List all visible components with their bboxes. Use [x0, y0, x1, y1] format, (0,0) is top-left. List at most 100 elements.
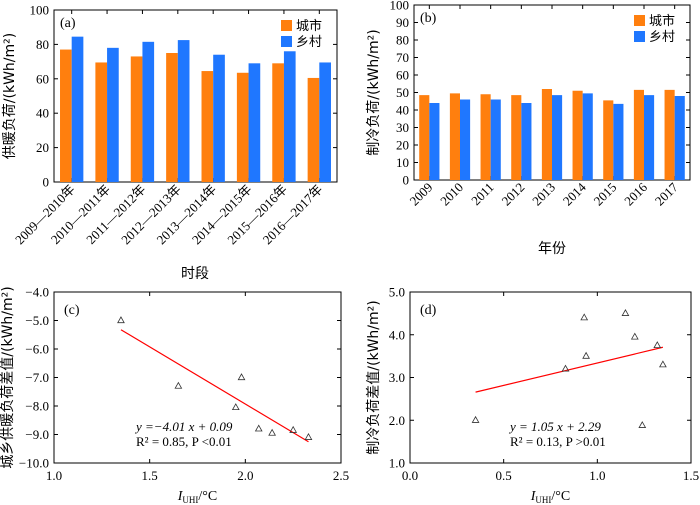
- panel-c-fit-line: [120, 329, 309, 443]
- panel-b-bar-urban: [633, 89, 644, 180]
- panel-a-legend-label: 城市: [296, 18, 322, 34]
- panel-a-legend-swatch: [281, 36, 292, 47]
- panel-a-bar-rural: [71, 36, 84, 182]
- panel-d-ytick-label: 3.0: [389, 370, 405, 385]
- panel-c-label: (c): [64, 303, 80, 318]
- panel-b-bar-rural: [674, 96, 685, 180]
- panel-b-bar-urban: [603, 100, 614, 180]
- panel-b-ytick-label: 30: [396, 120, 409, 135]
- panel-a-bar-rural: [142, 41, 155, 182]
- panel-a-bar-rural: [248, 63, 261, 182]
- panel-a-bar-rural: [107, 47, 119, 183]
- panel-b-label: (b): [420, 11, 437, 26]
- panel-d-xlabel: IUHI/°C: [530, 489, 571, 505]
- panel-a-xtick-label: 2009—2010年: [12, 182, 78, 248]
- panel-b-bar-rural: [490, 99, 501, 180]
- panel-a-bar-urban: [272, 63, 284, 182]
- panel-b-xtick-label: 2011: [468, 180, 497, 209]
- panel-b-ytick-label: 10: [396, 155, 409, 170]
- panel-b-bar-urban: [572, 90, 583, 180]
- panel-b-bar-urban: [449, 93, 460, 180]
- panel-b-xtick-label: 2012: [498, 180, 527, 209]
- panel-b-bar-urban: [419, 95, 430, 180]
- panel-b-xtick-label: 2010: [437, 180, 466, 209]
- panel-b-bar-urban: [480, 94, 491, 180]
- panel-d-data-point: [621, 309, 630, 316]
- panel-c-data-point: [268, 428, 277, 436]
- panel-a-bar-urban: [95, 62, 108, 182]
- panel-a-label: (a): [60, 16, 76, 31]
- panel-b-bar-rural: [613, 103, 624, 180]
- panel-d: 1.0 2.0 3.0 4.0 5.0 0.0 0.5 1.0 1.5 (d) y = 1.05 x…: [389, 285, 699, 505]
- panel-b-ytick-label: 60: [396, 68, 409, 83]
- panel-c-ylabel: 城乡供暖负荷差值/(kWh/m²): [0, 286, 16, 468]
- panel-b-legend-label: 城市: [649, 13, 675, 29]
- panel-d-data-point: [471, 415, 480, 423]
- panel-c-ytick-label: −7.0: [25, 370, 49, 385]
- panel-c-xtick-label: 1.5: [142, 468, 158, 483]
- panel-d-label: (d): [420, 303, 437, 318]
- panel-d-ytick-label: 4.0: [389, 327, 405, 342]
- panel-d-ytick-label: 2.0: [389, 413, 405, 428]
- panel-a-frame: [53, 9, 338, 183]
- panel-d-data-point: [580, 313, 589, 321]
- panel-b-bar-urban: [664, 89, 675, 180]
- panel-c: −10.0 −9.0 −8.0 −7.0 −6.0 −5.0 −4.0 1.0 1.5 2.0 2.…: [19, 285, 349, 505]
- panel-b-ytick-label: 80: [396, 33, 409, 48]
- panel-c-data-point: [231, 403, 240, 411]
- panel-c-data-point: [254, 424, 263, 432]
- panel-b-bar-rural: [582, 93, 593, 180]
- panel-b-xtick-label: 2014: [560, 179, 589, 208]
- panel-c-ytick-label: −10.0: [19, 456, 49, 471]
- panel-b-bar-rural: [429, 103, 440, 180]
- panel-b-xtick-label: 2013: [529, 180, 558, 209]
- panel-d-data-point: [561, 364, 570, 372]
- panel-a-bar-urban: [130, 56, 143, 182]
- panel-d-xtick-label: 1.0: [589, 468, 605, 483]
- panel-a-ylabel: 供暖负荷/(kWh/m²): [2, 33, 18, 159]
- panel-b-ytick-label: 40: [396, 103, 409, 118]
- panel-a-bar-rural: [283, 51, 296, 182]
- panel-c-stats: R² = 0.85, P <0.01: [136, 434, 232, 449]
- panel-c-data-point: [304, 433, 313, 440]
- panel-a-ytick-label: 100: [30, 3, 50, 18]
- panel-c-equation: y =−4.01 x + 0.09: [134, 419, 233, 434]
- panel-d-data-point: [582, 351, 590, 359]
- panel-c-data-point: [174, 381, 183, 389]
- panel-c-xtick-label: 2.5: [333, 468, 349, 483]
- panel-a-bar-rural: [319, 62, 331, 182]
- panel-a-bar-urban: [307, 77, 320, 182]
- panel-d-data-point: [659, 360, 667, 368]
- panel-b-bar-rural: [460, 99, 471, 180]
- panel-c-data-point: [237, 373, 246, 381]
- panel-b-xtick-label: 2015: [590, 180, 619, 209]
- panel-c-xtick-label: 1.0: [46, 468, 62, 483]
- panel-c-ytick-label: −5.0: [25, 313, 49, 328]
- panel-b-ylabel: 制冷负荷/(kWh/m²): [366, 29, 382, 155]
- panel-b-ytick-label: 0: [403, 173, 410, 188]
- panel-d-data-point: [630, 332, 639, 340]
- panel-c-ytick-label: −9.0: [25, 427, 49, 442]
- panel-c-data-point: [289, 425, 298, 433]
- panel-b-xlabel: 年份: [538, 241, 566, 257]
- panel-b-xtick-label: 2017: [652, 179, 681, 208]
- panel-a: 0204060801002009—2010年2010—2011年2011—201…: [12, 3, 338, 248]
- panel-b-ytick-label: 100: [390, 0, 410, 13]
- panel-a-ytick-label: 0: [43, 175, 50, 190]
- panel-b-bar-rural: [644, 95, 655, 180]
- panel-d-xtick-label: 0.5: [496, 468, 512, 483]
- panel-c-data-point: [117, 316, 125, 324]
- panel-d-equation: y = 1.05 x + 2.29: [508, 419, 601, 434]
- panel-a-bar-urban: [60, 49, 72, 183]
- panel-b-bar-urban: [511, 95, 522, 180]
- panel-c-xlabel: IUHI/°C: [177, 489, 218, 505]
- panel-a-ytick-label: 40: [36, 106, 49, 121]
- panel-a-legend-label: 乡村: [296, 35, 322, 50]
- panel-d-data-point: [653, 341, 662, 349]
- panel-b-legend-swatch: [634, 31, 645, 42]
- panel-b-bar-rural: [552, 95, 563, 180]
- panel-b-ytick-label: 50: [396, 85, 409, 100]
- panel-c-ytick-label: −6.0: [25, 342, 49, 357]
- panel-d-xtick-label: 0.0: [402, 468, 418, 483]
